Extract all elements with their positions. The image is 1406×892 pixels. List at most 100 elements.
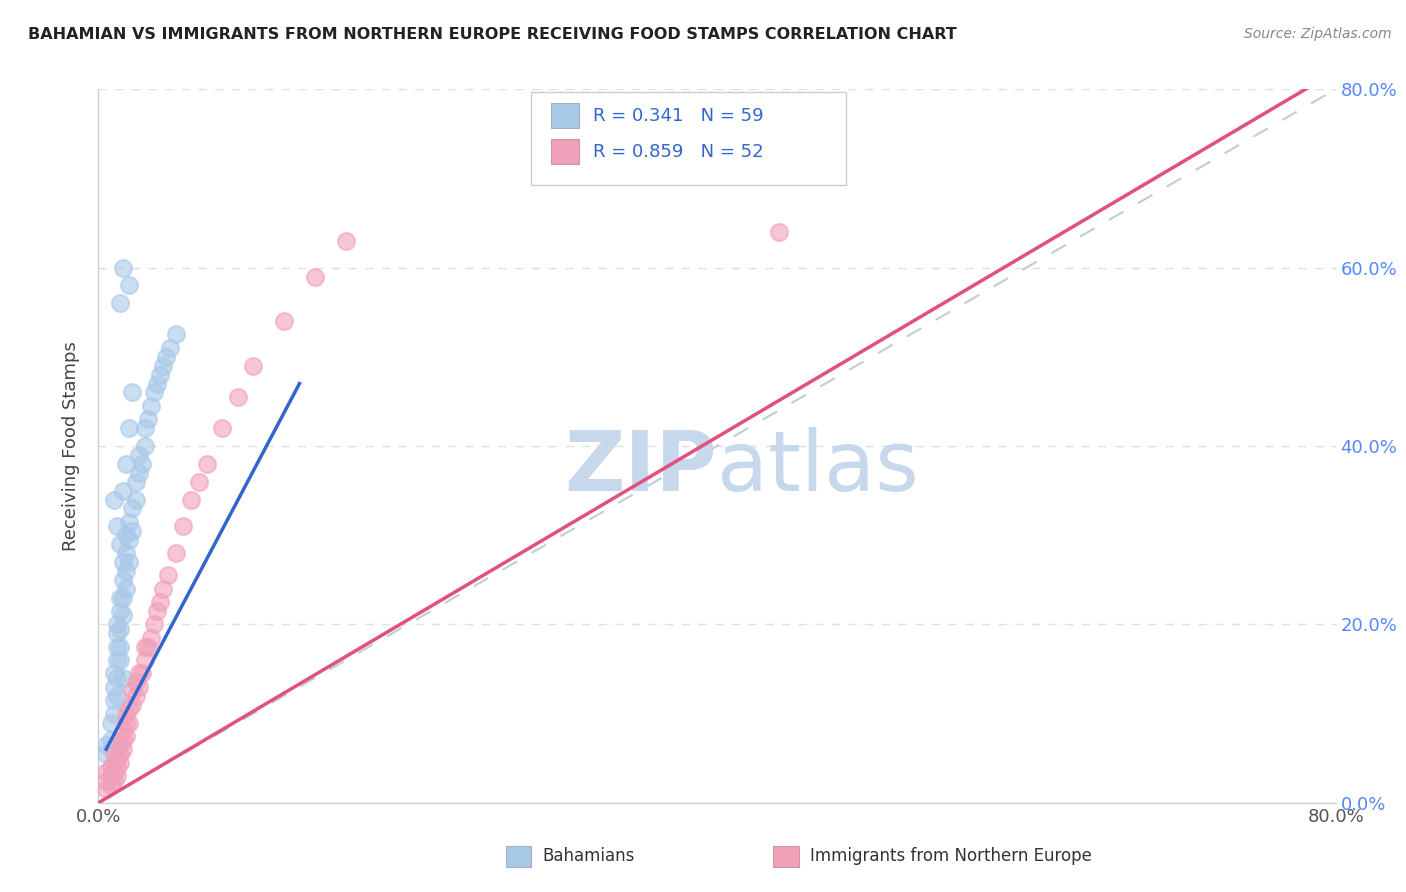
- Point: [108, 537, 131, 551]
- Point: [131, 666, 153, 681]
- Point: [124, 675, 146, 690]
- Point: [112, 742, 135, 756]
- Point: [118, 278, 141, 293]
- Point: [112, 671, 135, 685]
- Point: [103, 666, 125, 681]
- Point: [188, 475, 211, 489]
- Point: [118, 421, 141, 435]
- Point: [121, 501, 143, 516]
- Point: [173, 519, 195, 533]
- Point: [105, 519, 128, 533]
- Point: [103, 706, 125, 721]
- Point: [124, 492, 146, 507]
- Point: [112, 608, 135, 623]
- Point: [143, 617, 166, 632]
- Point: [103, 492, 125, 507]
- Point: [118, 515, 141, 529]
- Point: [100, 760, 122, 774]
- Point: [105, 769, 128, 783]
- Point: [146, 604, 169, 618]
- Point: [121, 385, 143, 400]
- Point: [115, 564, 138, 578]
- Point: [128, 448, 150, 462]
- Point: [165, 546, 187, 560]
- Point: [115, 457, 138, 471]
- Point: [118, 555, 141, 569]
- Point: [108, 591, 131, 605]
- Point: [134, 640, 156, 654]
- Point: [96, 782, 118, 797]
- Point: [128, 666, 150, 681]
- Point: [118, 533, 141, 547]
- Point: [103, 680, 125, 694]
- Point: [112, 591, 135, 605]
- Point: [112, 733, 135, 747]
- Point: [273, 314, 295, 328]
- Point: [100, 778, 122, 792]
- Point: [100, 769, 122, 783]
- Point: [112, 260, 135, 275]
- Point: [108, 296, 131, 310]
- Point: [768, 225, 790, 239]
- Point: [103, 764, 125, 779]
- Point: [105, 671, 128, 685]
- Y-axis label: Receiving Food Stamps: Receiving Food Stamps: [62, 341, 80, 551]
- Point: [96, 773, 118, 788]
- Point: [128, 680, 150, 694]
- Point: [105, 760, 128, 774]
- Point: [146, 376, 169, 391]
- Point: [121, 684, 143, 698]
- Point: [112, 724, 135, 739]
- Point: [105, 751, 128, 765]
- Point: [121, 524, 143, 538]
- Point: [108, 604, 131, 618]
- Point: [211, 421, 233, 435]
- Point: [139, 631, 162, 645]
- Point: [112, 573, 135, 587]
- Point: [105, 640, 128, 654]
- Point: [118, 715, 141, 730]
- Point: [100, 715, 122, 730]
- Point: [226, 390, 249, 404]
- Point: [155, 350, 177, 364]
- Point: [108, 747, 131, 761]
- Point: [108, 653, 131, 667]
- Point: [115, 706, 138, 721]
- Point: [105, 653, 128, 667]
- Point: [124, 689, 146, 703]
- Point: [124, 475, 146, 489]
- Text: R = 0.859   N = 52: R = 0.859 N = 52: [593, 143, 763, 161]
- Text: BAHAMIAN VS IMMIGRANTS FROM NORTHERN EUROPE RECEIVING FOOD STAMPS CORRELATION CH: BAHAMIAN VS IMMIGRANTS FROM NORTHERN EUR…: [28, 27, 957, 42]
- Text: atlas: atlas: [717, 427, 918, 508]
- Text: Immigrants from Northern Europe: Immigrants from Northern Europe: [810, 847, 1091, 865]
- Point: [96, 738, 118, 752]
- Point: [103, 693, 125, 707]
- Point: [112, 555, 135, 569]
- Point: [242, 359, 264, 373]
- Point: [131, 457, 153, 471]
- Point: [103, 773, 125, 788]
- Point: [115, 582, 138, 596]
- Point: [100, 733, 122, 747]
- Point: [157, 568, 180, 582]
- Point: [159, 341, 181, 355]
- Text: Bahamians: Bahamians: [543, 847, 636, 865]
- Point: [134, 439, 156, 453]
- Point: [121, 698, 143, 712]
- Point: [103, 756, 125, 770]
- Point: [152, 582, 174, 596]
- Point: [108, 640, 131, 654]
- Point: [108, 622, 131, 636]
- Point: [136, 640, 159, 654]
- Point: [195, 457, 218, 471]
- Point: [128, 466, 150, 480]
- Text: R = 0.341   N = 59: R = 0.341 N = 59: [593, 107, 763, 125]
- Point: [139, 399, 162, 413]
- Point: [105, 689, 128, 703]
- Point: [115, 528, 138, 542]
- Point: [152, 359, 174, 373]
- Point: [96, 764, 118, 779]
- Point: [335, 234, 357, 248]
- Point: [115, 715, 138, 730]
- Point: [136, 412, 159, 426]
